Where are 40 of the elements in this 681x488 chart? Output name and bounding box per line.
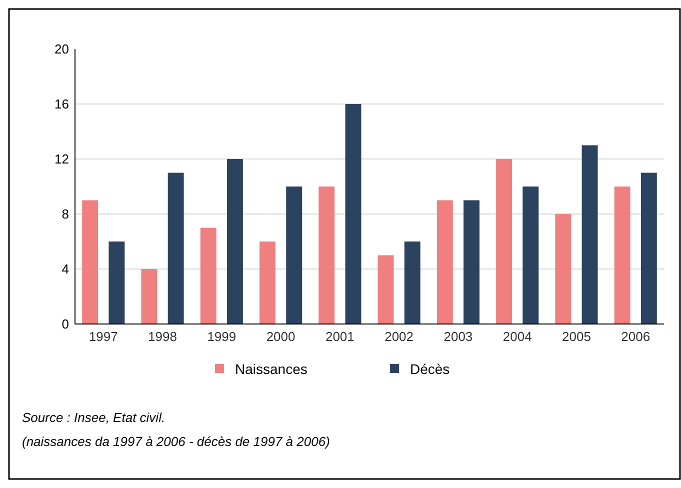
bar — [404, 242, 420, 324]
bar — [200, 228, 216, 324]
bar — [464, 200, 480, 324]
bar — [522, 186, 539, 324]
bar — [286, 186, 302, 324]
bar — [496, 159, 512, 324]
bar — [82, 200, 98, 324]
x-tick-label: 2005 — [562, 329, 591, 344]
y-tick-label: 8 — [62, 206, 69, 222]
x-tick-label: 2001 — [325, 329, 354, 344]
bar — [108, 242, 125, 324]
y-tick-label: 20 — [54, 42, 69, 57]
legend-label: Décès — [410, 360, 450, 377]
x-tick-label: 1997 — [88, 329, 118, 344]
bar — [378, 255, 394, 324]
source-note: Source : Insee, Etat civil. — [22, 410, 166, 425]
text: (naissances da 1997 à 2006 - décès de 1997 à 2006) — [22, 434, 330, 449]
bar — [640, 172, 657, 324]
x-tick-label: 1999 — [207, 329, 236, 344]
bar — [168, 172, 184, 324]
x-tick-label: 2002 — [384, 329, 414, 344]
bar — [436, 200, 453, 324]
y-tick-label: 4 — [62, 262, 69, 277]
bar — [318, 186, 335, 324]
bar — [226, 159, 243, 324]
bar — [582, 145, 598, 324]
bar — [345, 104, 362, 324]
y-tick-label: 0 — [62, 316, 69, 332]
bar — [260, 242, 276, 324]
x-tick-label: 2004 — [502, 329, 532, 344]
legend-label: Naissances — [235, 360, 308, 377]
x-tick-label: 2006 — [621, 329, 650, 344]
x-tick-label: 2003 — [444, 329, 473, 344]
y-tick-label: 16 — [54, 96, 69, 112]
bar — [614, 186, 630, 324]
y-tick-label: 12 — [54, 152, 69, 167]
x-tick-label: 1998 — [148, 329, 177, 344]
bar — [555, 214, 572, 324]
x-tick-label: 2000 — [266, 329, 296, 344]
bar — [141, 269, 158, 324]
